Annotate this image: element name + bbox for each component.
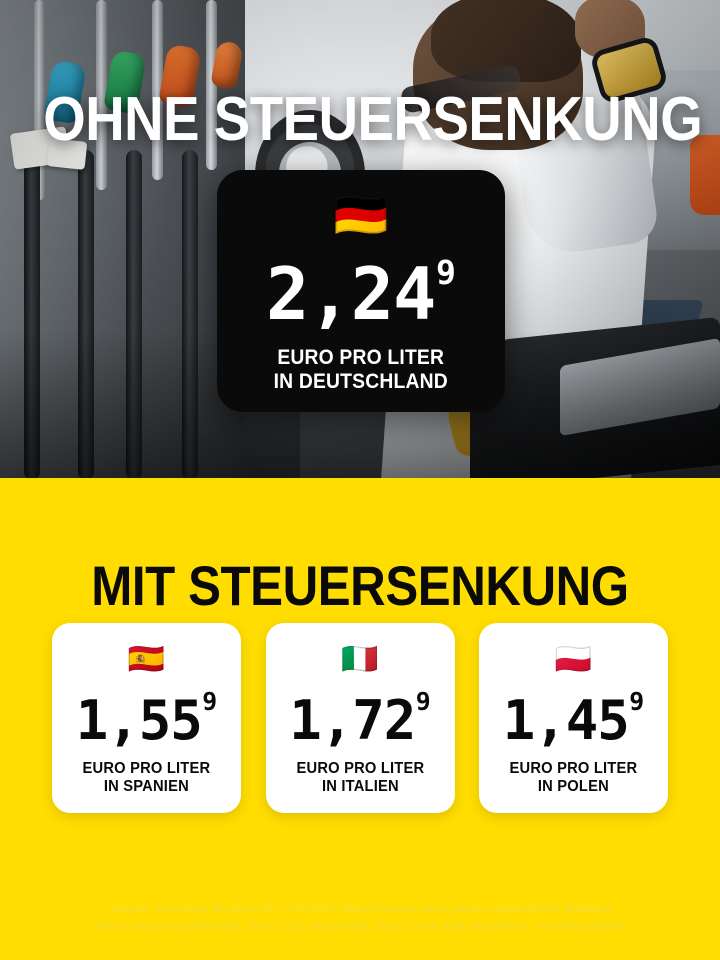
headline-mit-steuersenkung: MIT STEUERSENKUNG xyxy=(91,554,629,617)
pump-pipe xyxy=(152,0,163,180)
flag-germany-icon: 🇩🇪 xyxy=(333,191,389,240)
photo-orange-cone xyxy=(690,135,720,215)
price-main-poland: 1,45 xyxy=(502,689,630,752)
price-superscript-poland: 9 xyxy=(629,687,645,717)
pump-pipe xyxy=(96,0,107,190)
footnote-sources: Spanien: euro super sin plomo 95, 07.04.… xyxy=(0,900,720,936)
price-card-list: 🇪🇸 1,55 9 EURO PRO LITER IN SPANIEN 🇮🇹 1,… xyxy=(52,623,668,813)
pump-pipe xyxy=(206,0,217,170)
pump-hose xyxy=(24,150,40,478)
price-label-line1: EURO PRO LITER xyxy=(82,760,211,777)
price-value-germany: 2,24 9 xyxy=(266,252,456,336)
headline-ohne-steuersenkung: OHNE STEUERSENKUNG xyxy=(43,85,703,154)
pump-hose xyxy=(126,150,142,478)
pump-pipe xyxy=(34,0,45,200)
price-label-italy: EURO PRO LITER IN ITALIEN xyxy=(296,760,424,797)
flag-italy-icon: 🇮🇹 xyxy=(341,643,379,676)
price-superscript-italy: 9 xyxy=(415,687,431,717)
footnote-line-1: Spanien: euro super sin plomo 95, 07.04.… xyxy=(109,903,611,915)
flag-poland-icon: 🇵🇱 xyxy=(554,643,593,676)
price-card-poland: 🇵🇱 1,45 9 EURO PRO LITER IN POLEN xyxy=(479,623,668,813)
price-main-italy: 1,72 xyxy=(289,689,416,752)
price-superscript-spain: 9 xyxy=(202,687,218,717)
price-label-line1: EURO PRO LITER xyxy=(277,346,445,369)
price-main-spain: 1,55 xyxy=(75,689,203,752)
price-superscript-germany: 9 xyxy=(436,253,456,292)
photo-person xyxy=(381,0,720,478)
price-label-line2: IN POLEN xyxy=(537,778,609,796)
price-card-germany: 🇩🇪 2,24 9 EURO PRO LITER IN DEUTSCHLAND xyxy=(217,170,505,412)
price-label-germany: EURO PRO LITER IN DEUTSCHLAND xyxy=(274,346,448,393)
footnote-line-2: Polen: Benzyna bezołowiowa, 08.04.2025; … xyxy=(97,921,623,934)
price-card-spain: 🇪🇸 1,55 9 EURO PRO LITER IN SPANIEN xyxy=(52,623,241,813)
price-label-spain: EURO PRO LITER IN SPANIEN xyxy=(83,760,211,797)
comparison-section: MIT STEUERSENKUNG 🇪🇸 1,55 9 EURO PRO LITE… xyxy=(0,478,720,960)
pump-hose xyxy=(182,150,198,478)
price-label-line2: IN SPANIEN xyxy=(103,778,189,796)
price-label-line2: IN DEUTSCHLAND xyxy=(273,369,449,393)
hero-photo: OHNE STEUERSENKUNG 🇩🇪 2,24 9 EURO PRO LIT… xyxy=(0,0,720,478)
price-label-line1: EURO PRO LITER xyxy=(296,760,424,777)
price-label-line1: EURO PRO LITER xyxy=(509,760,638,777)
price-card-italy: 🇮🇹 1,72 9 EURO PRO LITER IN ITALIEN xyxy=(265,623,455,813)
price-value-italy: 1,72 9 xyxy=(289,689,430,752)
flag-spain-icon: 🇪🇸 xyxy=(127,643,166,676)
price-main-germany: 2,24 xyxy=(266,252,436,336)
photo-fuel-pumps xyxy=(0,0,245,478)
price-label-line2: IN ITALIEN xyxy=(321,778,399,796)
price-value-poland: 1,45 9 xyxy=(503,689,644,752)
price-label-poland: EURO PRO LITER IN POLEN xyxy=(510,760,638,797)
pump-hose xyxy=(78,150,94,478)
price-value-spain: 1,55 9 xyxy=(76,689,217,752)
